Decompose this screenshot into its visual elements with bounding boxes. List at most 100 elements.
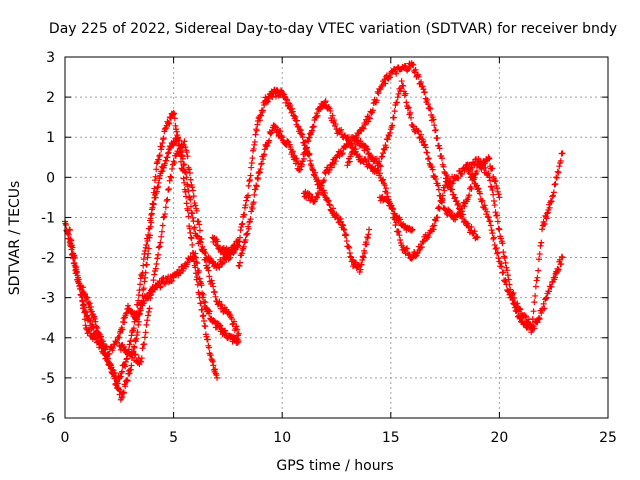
data-point xyxy=(354,137,361,144)
data-point xyxy=(425,101,432,108)
data-point xyxy=(189,184,196,191)
data-point xyxy=(141,300,148,307)
data-point xyxy=(332,158,339,165)
data-point xyxy=(358,261,365,268)
data-point xyxy=(200,248,207,255)
data-point xyxy=(387,74,394,81)
data-point xyxy=(78,294,85,301)
data-point xyxy=(130,325,137,332)
data-point xyxy=(205,307,212,314)
data-point xyxy=(107,362,114,369)
data-point xyxy=(194,260,201,267)
data-point xyxy=(297,166,304,173)
data-point xyxy=(429,223,436,230)
data-point xyxy=(539,226,546,233)
data-point xyxy=(87,317,94,324)
data-point xyxy=(234,339,241,346)
data-point xyxy=(200,291,207,298)
data-point xyxy=(169,165,176,172)
data-point xyxy=(243,197,250,204)
data-point xyxy=(415,73,422,80)
data-point xyxy=(407,114,414,121)
data-point xyxy=(160,136,167,143)
data-point xyxy=(347,253,354,260)
data-point xyxy=(113,339,120,346)
data-point xyxy=(187,229,194,236)
data-point xyxy=(454,201,461,208)
data-point xyxy=(406,251,413,258)
data-point xyxy=(532,283,539,290)
data-point xyxy=(536,315,543,322)
data-point xyxy=(163,197,170,204)
series-sat-b xyxy=(66,134,242,387)
data-point xyxy=(214,238,221,245)
data-point xyxy=(158,143,165,150)
data-point xyxy=(487,183,494,190)
data-point xyxy=(432,173,439,180)
data-point xyxy=(222,327,229,334)
data-point xyxy=(287,102,294,109)
data-point xyxy=(326,202,333,209)
data-point xyxy=(439,192,446,199)
y-tick-label: -3 xyxy=(41,291,55,307)
data-point xyxy=(421,141,428,148)
data-point xyxy=(256,168,263,175)
data-point xyxy=(496,226,503,233)
data-point xyxy=(159,168,166,175)
data-point xyxy=(183,149,190,156)
data-point xyxy=(251,191,258,198)
data-point xyxy=(314,190,321,197)
data-point xyxy=(199,313,206,320)
data-point xyxy=(79,284,86,291)
data-point xyxy=(392,222,399,229)
data-point xyxy=(362,121,369,128)
data-point xyxy=(478,198,485,205)
data-point xyxy=(337,215,344,222)
data-point xyxy=(196,275,203,282)
data-point xyxy=(393,70,400,77)
data-point xyxy=(394,94,401,101)
data-point xyxy=(535,314,542,321)
data-point xyxy=(331,117,338,124)
data-point xyxy=(382,80,389,87)
data-point xyxy=(349,140,356,147)
data-point xyxy=(196,221,203,228)
data-point xyxy=(452,216,459,223)
data-point xyxy=(192,264,199,271)
y-tick-label: 3 xyxy=(46,50,55,66)
data-point xyxy=(345,243,352,250)
data-point xyxy=(158,228,165,235)
data-point xyxy=(535,267,542,274)
data-point xyxy=(500,269,507,276)
data-point xyxy=(386,72,393,79)
data-point xyxy=(361,250,368,257)
data-point xyxy=(161,213,168,220)
data-point xyxy=(374,168,381,175)
data-point xyxy=(475,156,482,163)
data-point xyxy=(292,113,299,120)
data-point xyxy=(165,185,172,192)
data-point xyxy=(211,288,218,295)
data-point xyxy=(415,128,422,135)
data-point xyxy=(176,137,183,144)
data-point xyxy=(169,111,176,118)
data-point xyxy=(164,154,171,161)
data-point xyxy=(123,356,130,363)
data-point xyxy=(209,280,216,287)
data-point xyxy=(492,245,499,252)
data-point xyxy=(127,366,134,373)
data-point xyxy=(505,276,512,283)
data-point xyxy=(403,99,410,106)
data-point xyxy=(185,213,192,220)
data-point xyxy=(200,247,207,254)
data-point xyxy=(119,326,126,333)
data-point xyxy=(430,226,437,233)
data-point xyxy=(68,243,75,250)
data-point xyxy=(556,163,563,170)
data-point xyxy=(312,169,319,176)
data-point xyxy=(119,393,126,400)
data-point xyxy=(95,329,102,336)
data-point xyxy=(462,200,469,207)
data-point xyxy=(156,172,163,179)
data-point xyxy=(148,211,155,218)
